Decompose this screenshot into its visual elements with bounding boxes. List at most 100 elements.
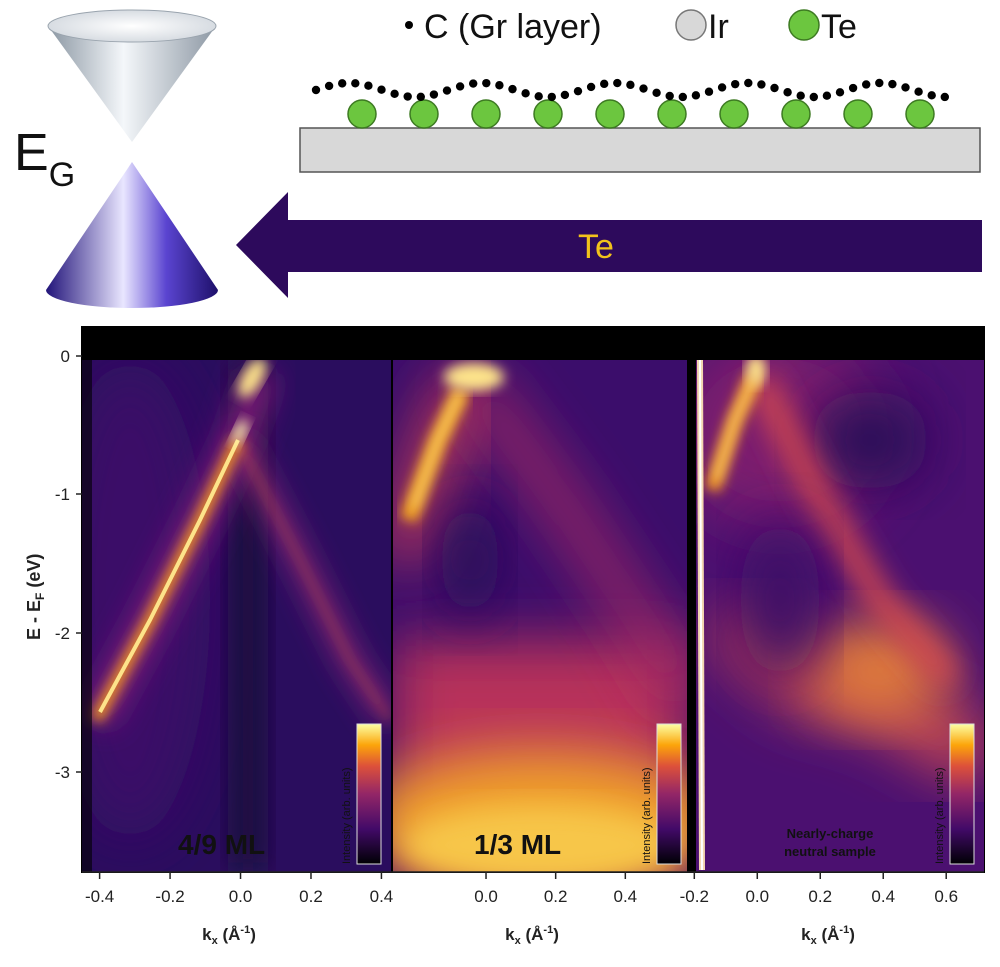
- te-atom: [471, 99, 501, 129]
- panel-label-neutral-line2: neutral sample: [784, 844, 876, 859]
- carbon-atom: [691, 91, 701, 100]
- x-tick-label: -0.4: [85, 887, 114, 906]
- carbon-atom: [586, 82, 596, 92]
- carbon-atom: [783, 88, 792, 97]
- x-tick-label: 0.6: [934, 887, 958, 906]
- carbon-atom: [324, 81, 334, 91]
- x-axis-panel-3: -0.2 0.0 0.2 0.4 0.6 kx (Å-1): [680, 871, 984, 947]
- x-axis-label: kx (Å-1): [801, 924, 855, 947]
- carbon-atom: [338, 79, 347, 88]
- carbon-atom: [862, 80, 871, 89]
- x-tick-label: 0.2: [808, 887, 832, 906]
- carbon-atom: [822, 91, 832, 100]
- carbon-atom: [547, 92, 556, 102]
- te-atom: [781, 99, 811, 129]
- lower-cone: [46, 162, 218, 308]
- gap-label: EG: [14, 124, 75, 194]
- carbon-atom: [809, 92, 818, 102]
- carbon-atom: [390, 89, 399, 99]
- arpes-panel-4-9ml: [82, 327, 392, 872]
- arpes-panels: Intensity (arb. units) Intensity (arb. u…: [81, 326, 985, 873]
- x-tick-label: -0.2: [155, 887, 184, 906]
- te-atom: [409, 99, 439, 129]
- x-tick-label: -0.2: [680, 887, 709, 906]
- panel-label-neutral-line1: Nearly-charge: [787, 826, 874, 841]
- carbon-atom: [560, 90, 570, 100]
- carbon-atom: [888, 79, 897, 89]
- carbon-atom: [901, 83, 910, 92]
- te-atom: [843, 99, 873, 129]
- x-tick-label: 0.0: [229, 887, 253, 906]
- y-axis-label: E - EF (eV): [24, 554, 47, 640]
- carbon-atom: [757, 80, 766, 89]
- y-tick-label: 0: [61, 347, 70, 366]
- carbon-atom: [927, 91, 936, 100]
- te-atom: [533, 99, 563, 129]
- carbon-legend-dot: [405, 21, 413, 29]
- x-tick-label: 0.0: [474, 887, 498, 906]
- te-atom-row: [347, 99, 935, 129]
- carbon-atom: [652, 88, 661, 98]
- upper-cone: [48, 26, 216, 142]
- carbon-atom: [731, 79, 740, 89]
- x-axis-panel-2: 0.0 0.2 0.4 kx (Å-1): [392, 871, 688, 947]
- carbon-atom: [508, 84, 517, 94]
- x-axis-label: kx (Å-1): [202, 924, 256, 947]
- arpes-panel-neutral: [688, 327, 984, 872]
- x-axes: -0.4 -0.2 0.0 0.2 0.4 kx (Å-1) 0.0 0.2 0.4 kx (Å-…: [82, 871, 984, 947]
- carbon-atom: [770, 83, 779, 93]
- te-legend-label: Te: [821, 8, 857, 46]
- atom-legend: C (Gr layer) Ir Te: [405, 8, 857, 46]
- te-legend-dot: [788, 9, 820, 41]
- arpes-panel-1-3ml: [392, 327, 688, 872]
- carbon-atom: [796, 91, 805, 100]
- graphene-layer: [311, 78, 949, 102]
- colorbar-label: Intensity (arb. units): [641, 767, 653, 864]
- colorbar-panel-3: Intensity (arb. units): [934, 723, 975, 865]
- colorbar-label: Intensity (arb. units): [341, 767, 353, 864]
- panel-label-4-9ml: 4/9 ML: [178, 829, 265, 860]
- carbon-atom: [521, 89, 530, 98]
- carbon-atom: [665, 91, 674, 101]
- carbon-atom: [914, 87, 923, 96]
- x-axis-label: kx (Å-1): [505, 924, 559, 947]
- carbon-atom: [835, 88, 845, 97]
- arrow-label: Te: [578, 228, 614, 266]
- carbon-atom: [626, 80, 635, 90]
- carbon-atom: [639, 84, 648, 93]
- carbon-atom: [848, 83, 858, 93]
- x-axis-panel-1: -0.4 -0.2 0.0 0.2 0.4 kx (Å-1): [82, 871, 393, 947]
- ir-legend-dot: [675, 9, 707, 41]
- carbon-atom: [744, 78, 753, 88]
- carbon-atom: [875, 78, 884, 88]
- arrow-shape: [236, 192, 982, 298]
- colorbar-label: Intensity (arb. units): [934, 767, 946, 864]
- carbon-atom: [455, 82, 465, 91]
- carbon-legend-label: C (Gr layer): [424, 8, 602, 46]
- carbon-atom: [573, 86, 583, 96]
- carbon-atom: [717, 83, 727, 92]
- colorbar-panel-1: Intensity (arb. units): [341, 723, 382, 865]
- te-atom: [595, 99, 625, 129]
- te-atom: [719, 99, 749, 129]
- te-doping-arrow: Te: [236, 192, 982, 298]
- y-axis: 0 -1 -2 -3 E - EF (eV): [24, 347, 82, 782]
- carbon-atom: [940, 92, 949, 102]
- carbon-atom: [495, 81, 504, 90]
- carbon-atom: [311, 85, 321, 95]
- carbon-atom: [600, 79, 609, 89]
- carbon-atom: [429, 90, 439, 99]
- carbon-atom: [613, 78, 622, 88]
- panel-label-1-3ml: 1/3 ML: [474, 829, 561, 860]
- y-tick-label: -3: [55, 763, 70, 782]
- carbon-atom: [442, 86, 452, 95]
- dirac-cone-diagram: EG: [14, 9, 218, 308]
- carbon-atom: [469, 79, 478, 88]
- sample-structure: [299, 78, 981, 173]
- te-atom: [347, 99, 377, 129]
- x-tick-label: 0.4: [871, 887, 895, 906]
- x-tick-label: 0.2: [299, 887, 323, 906]
- x-tick-label: 0.4: [613, 887, 637, 906]
- carbon-atom: [534, 92, 543, 101]
